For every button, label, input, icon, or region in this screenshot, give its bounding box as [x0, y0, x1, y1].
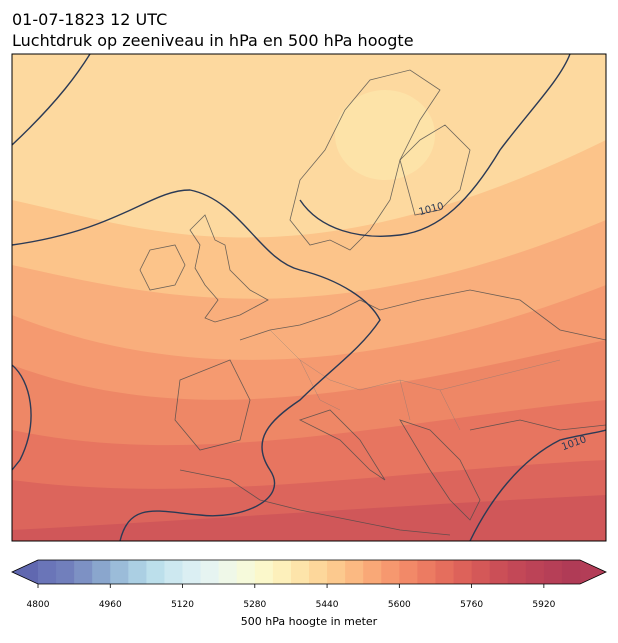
subtitle: Luchtdruk op zeeniveau in hPa en 500 hPa… [12, 31, 414, 50]
colorbar-segment [345, 560, 364, 584]
colorbar-segment [110, 560, 129, 584]
colorbar-tick-label: 5440 [316, 600, 339, 610]
colorbar-label: 500 hPa hoogte in meter [241, 615, 378, 628]
colorbar-segment [56, 560, 75, 584]
colorbar-segment [381, 560, 400, 584]
colorbar-segment [525, 560, 545, 584]
colorbar-extend-under [12, 560, 38, 584]
colorbar: 4800 4960 5120 5280 5440 5600 5760 5920 [11, 559, 607, 610]
colorbar-segment [146, 560, 165, 584]
colorbar-segment [309, 560, 328, 584]
colorbar-segment [435, 560, 455, 584]
colorbar-tick-label: 5600 [388, 600, 411, 610]
colorbar-segment [236, 560, 256, 584]
colorbar-segment [453, 560, 473, 584]
colorbar-segment [489, 560, 509, 584]
colorbar-segment [327, 560, 346, 584]
colorbar-tick-label: 4800 [27, 600, 50, 610]
colorbar-segment [200, 560, 220, 584]
colorbar-segment [471, 560, 491, 584]
map: 1010 1010 [11, 53, 607, 542]
colorbar-segment [218, 560, 238, 584]
colorbar-tick-label: 5920 [532, 600, 555, 610]
colorbar-segment [182, 560, 202, 584]
colorbar-segment [164, 560, 184, 584]
colorbar-segment [543, 560, 563, 584]
colorbar-segment [38, 560, 57, 584]
colorbar-extend-over [580, 560, 606, 584]
colorbar-segment [561, 560, 581, 584]
colorbar-segment [272, 560, 292, 584]
colorbar-segment [290, 560, 310, 584]
title: 01-07-1823 12 UTC [12, 10, 167, 29]
colorbar-outline [11, 559, 607, 585]
colorbar-tick-label: 4960 [99, 600, 122, 610]
colorbar-tick-label: 5280 [243, 600, 266, 610]
colorbar-segment [74, 560, 93, 584]
colorbar-segment [399, 560, 418, 584]
colorbar-segment [417, 560, 436, 584]
colorbar-tick-label: 5120 [171, 600, 194, 610]
colorbar-tick-label: 5760 [460, 600, 483, 610]
colorbar-segment [128, 560, 147, 584]
colorbar-segment [363, 560, 382, 584]
colorbar-segment [507, 560, 527, 584]
colorbar-segment [254, 560, 274, 584]
colorbar-segment [92, 560, 111, 584]
